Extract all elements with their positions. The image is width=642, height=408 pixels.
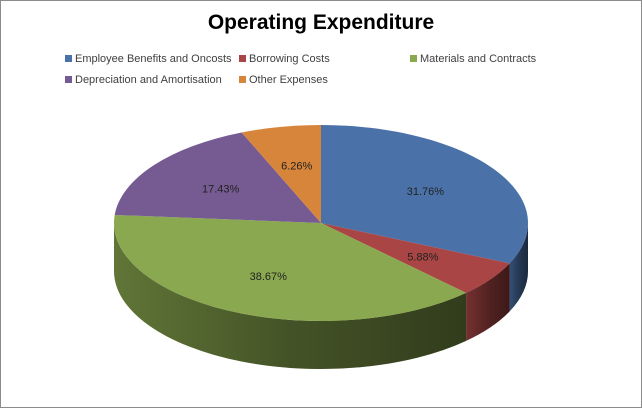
legend-swatch-employee-benefits [65,55,72,62]
data-label-materials-and-contracts: 38.67% [250,271,288,283]
pie-slice-other-expenses [241,125,321,223]
legend-row-1: Employee Benefits and Oncosts Borrowing … [1,52,641,68]
pie-side-walls [114,223,528,369]
legend-label-borrowing-costs: Borrowing Costs [249,53,330,65]
legend-swatch-materials-contracts [410,55,417,62]
pie-slice-materials-and-contracts [113,214,467,321]
data-label-other-expenses: 6.26% [281,160,312,172]
data-label-employee-benefits-and-oncosts: 31.76% [407,186,445,198]
pie-side-shade-materials-and-contracts [114,223,467,369]
data-label-depreciation-and-amortisation: 17.43% [202,183,240,195]
legend-item-employee-benefits: Employee Benefits and Oncosts [65,52,232,66]
pie-slice-employee-benefits-and-oncosts [321,125,528,264]
data-label-borrowing-costs: 5.88% [407,252,438,264]
pie-data-labels: 31.76% 5.88% 38.67% 17.43% 6.26% [202,160,444,283]
legend-row-2: Depreciation and Amortisation Other Expe… [1,73,641,89]
legend-item-borrowing-costs: Borrowing Costs [239,52,330,66]
legend-swatch-borrowing-costs [239,55,246,62]
pie-side-shade-employee-benefits-and-oncosts [509,223,528,312]
legend-label-materials-contracts: Materials and Contracts [420,53,537,65]
legend-swatch-depreciation [65,76,72,83]
chart-title: Operating Expenditure [207,11,435,34]
legend-label-other-expenses: Other Expenses [249,74,328,86]
pie-slice-borrowing-costs [321,223,510,293]
legend-label-employee-benefits: Employee Benefits and Oncosts [75,53,232,65]
legend-item-depreciation: Depreciation and Amortisation [65,73,222,87]
pie-side-shade-borrowing-costs [466,263,510,341]
legend-item-materials-contracts: Materials and Contracts [410,52,536,66]
legend-item-other-expenses: Other Expenses [239,73,328,87]
legend-label-depreciation: Depreciation and Amortisation [75,74,222,86]
pie-slice-depreciation-and-amortisation [114,132,321,223]
pie-slices [113,125,528,321]
legend-swatch-other-expenses [239,76,246,83]
